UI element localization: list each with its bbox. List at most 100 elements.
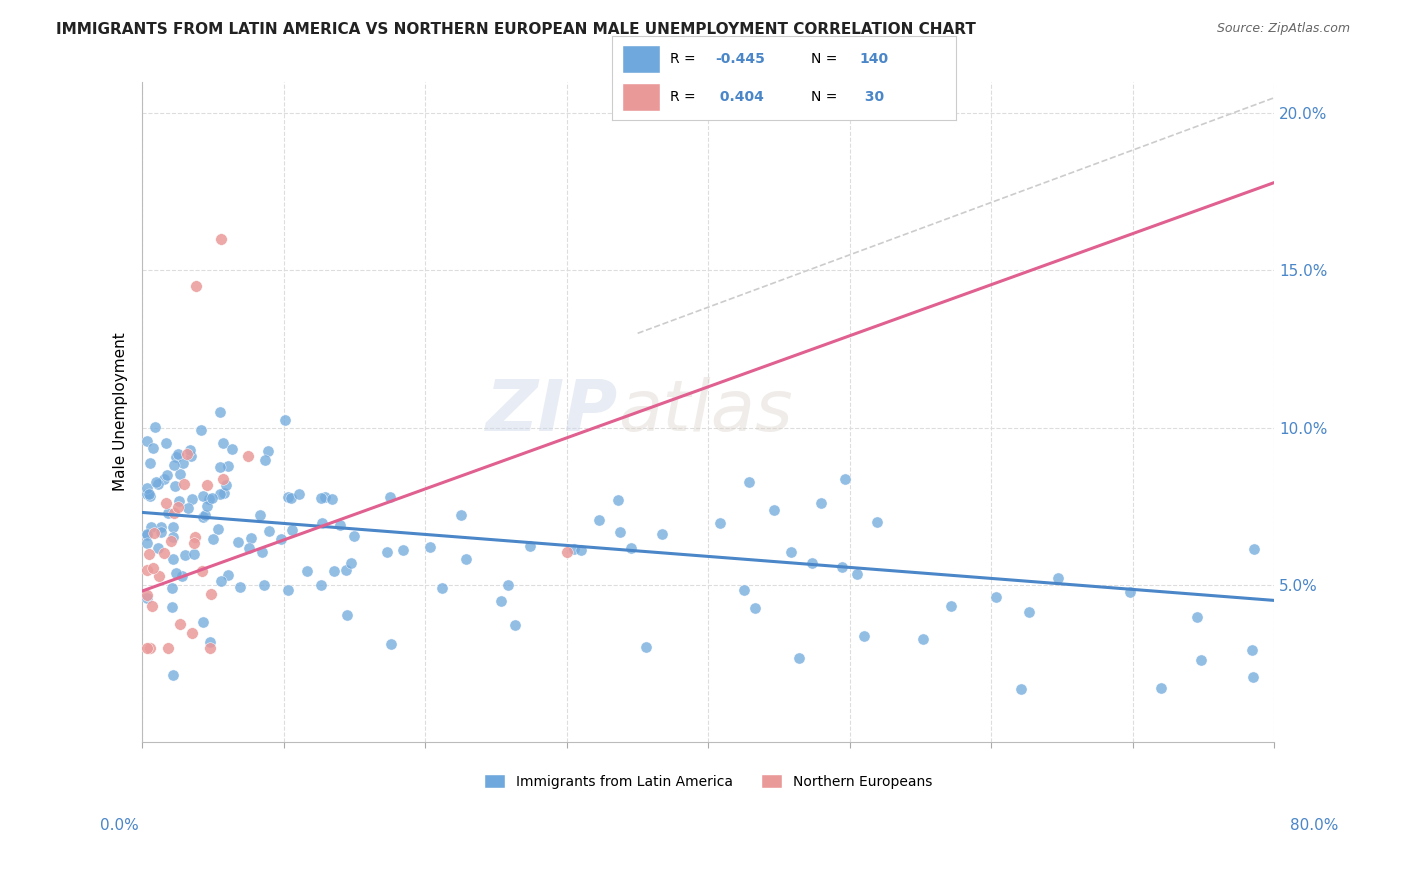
Point xyxy=(173,548,195,562)
Point xyxy=(253,453,276,467)
Point xyxy=(865,515,887,529)
Point xyxy=(165,566,187,581)
Point xyxy=(162,519,184,533)
Legend: Immigrants from Latin America, Northern Europeans: Immigrants from Latin America, Northern … xyxy=(479,768,938,794)
Point xyxy=(200,491,222,505)
Point xyxy=(150,524,173,539)
Point xyxy=(277,583,299,598)
Point xyxy=(193,509,215,524)
Point xyxy=(340,557,363,571)
Text: R =: R = xyxy=(671,90,700,104)
Point xyxy=(1119,584,1142,599)
Text: -0.445: -0.445 xyxy=(716,52,765,66)
Point xyxy=(145,475,167,489)
Point xyxy=(503,617,526,632)
Point xyxy=(195,499,218,513)
Point xyxy=(309,577,332,591)
Point xyxy=(217,459,239,474)
Point xyxy=(287,487,309,501)
Point xyxy=(157,507,180,521)
Point xyxy=(173,477,195,491)
Point xyxy=(167,447,190,461)
Point xyxy=(419,541,441,555)
Point xyxy=(184,530,207,544)
Point xyxy=(229,581,252,595)
Point xyxy=(180,450,202,464)
Point xyxy=(138,487,160,501)
Point xyxy=(329,518,352,533)
Point xyxy=(314,491,336,505)
Point xyxy=(1243,541,1265,556)
Point xyxy=(166,500,188,514)
Point xyxy=(170,569,193,583)
Point xyxy=(562,541,585,556)
Point xyxy=(135,588,157,602)
Point xyxy=(148,569,170,583)
Point xyxy=(984,591,1007,605)
Point xyxy=(209,486,232,500)
Point xyxy=(146,476,169,491)
Point xyxy=(738,475,761,489)
Text: 0.404: 0.404 xyxy=(716,90,763,104)
Point xyxy=(197,491,219,506)
Point xyxy=(141,599,163,613)
Point xyxy=(787,651,810,665)
Point xyxy=(391,542,413,557)
Point xyxy=(135,526,157,541)
Point xyxy=(135,640,157,655)
Point xyxy=(150,519,173,533)
Point xyxy=(277,491,299,505)
Point xyxy=(249,508,271,522)
Point xyxy=(236,449,259,463)
Point xyxy=(212,472,235,486)
Point xyxy=(142,442,165,456)
Point xyxy=(135,487,157,501)
Point xyxy=(146,541,169,556)
Text: 80.0%: 80.0% xyxy=(1291,818,1339,832)
Point xyxy=(135,434,157,449)
Point xyxy=(142,526,165,541)
Point xyxy=(193,615,215,629)
Point xyxy=(162,552,184,566)
Point xyxy=(256,443,278,458)
Point xyxy=(153,472,176,486)
Point xyxy=(780,544,803,558)
Point xyxy=(157,640,180,655)
Bar xyxy=(621,83,659,112)
Point xyxy=(1189,653,1212,667)
Point xyxy=(620,541,643,555)
Point xyxy=(207,522,229,536)
Text: N =: N = xyxy=(811,52,842,66)
Text: 140: 140 xyxy=(859,52,889,66)
Point xyxy=(498,577,520,591)
Text: R =: R = xyxy=(671,52,700,66)
Text: N =: N = xyxy=(811,90,842,104)
Point xyxy=(211,436,233,450)
Point xyxy=(733,583,755,598)
Point xyxy=(1240,643,1263,657)
Point xyxy=(194,508,217,523)
Point xyxy=(450,508,472,522)
Point xyxy=(200,587,222,601)
Text: 0.0%: 0.0% xyxy=(100,818,139,832)
Point xyxy=(163,507,186,521)
Point xyxy=(176,447,198,461)
Point xyxy=(226,535,249,549)
Y-axis label: Male Unemployment: Male Unemployment xyxy=(114,333,128,491)
Point xyxy=(297,564,319,578)
Point xyxy=(456,552,478,566)
Point xyxy=(190,423,212,437)
Point xyxy=(139,520,162,534)
Point xyxy=(763,503,786,517)
Point xyxy=(195,478,218,492)
Point xyxy=(744,600,766,615)
Point xyxy=(215,478,238,492)
Point xyxy=(155,436,177,450)
Point xyxy=(609,524,631,539)
Point xyxy=(180,626,202,640)
Point xyxy=(135,591,157,605)
Point xyxy=(280,491,302,506)
Point xyxy=(156,468,179,483)
Point xyxy=(135,527,157,541)
Point xyxy=(911,632,934,647)
